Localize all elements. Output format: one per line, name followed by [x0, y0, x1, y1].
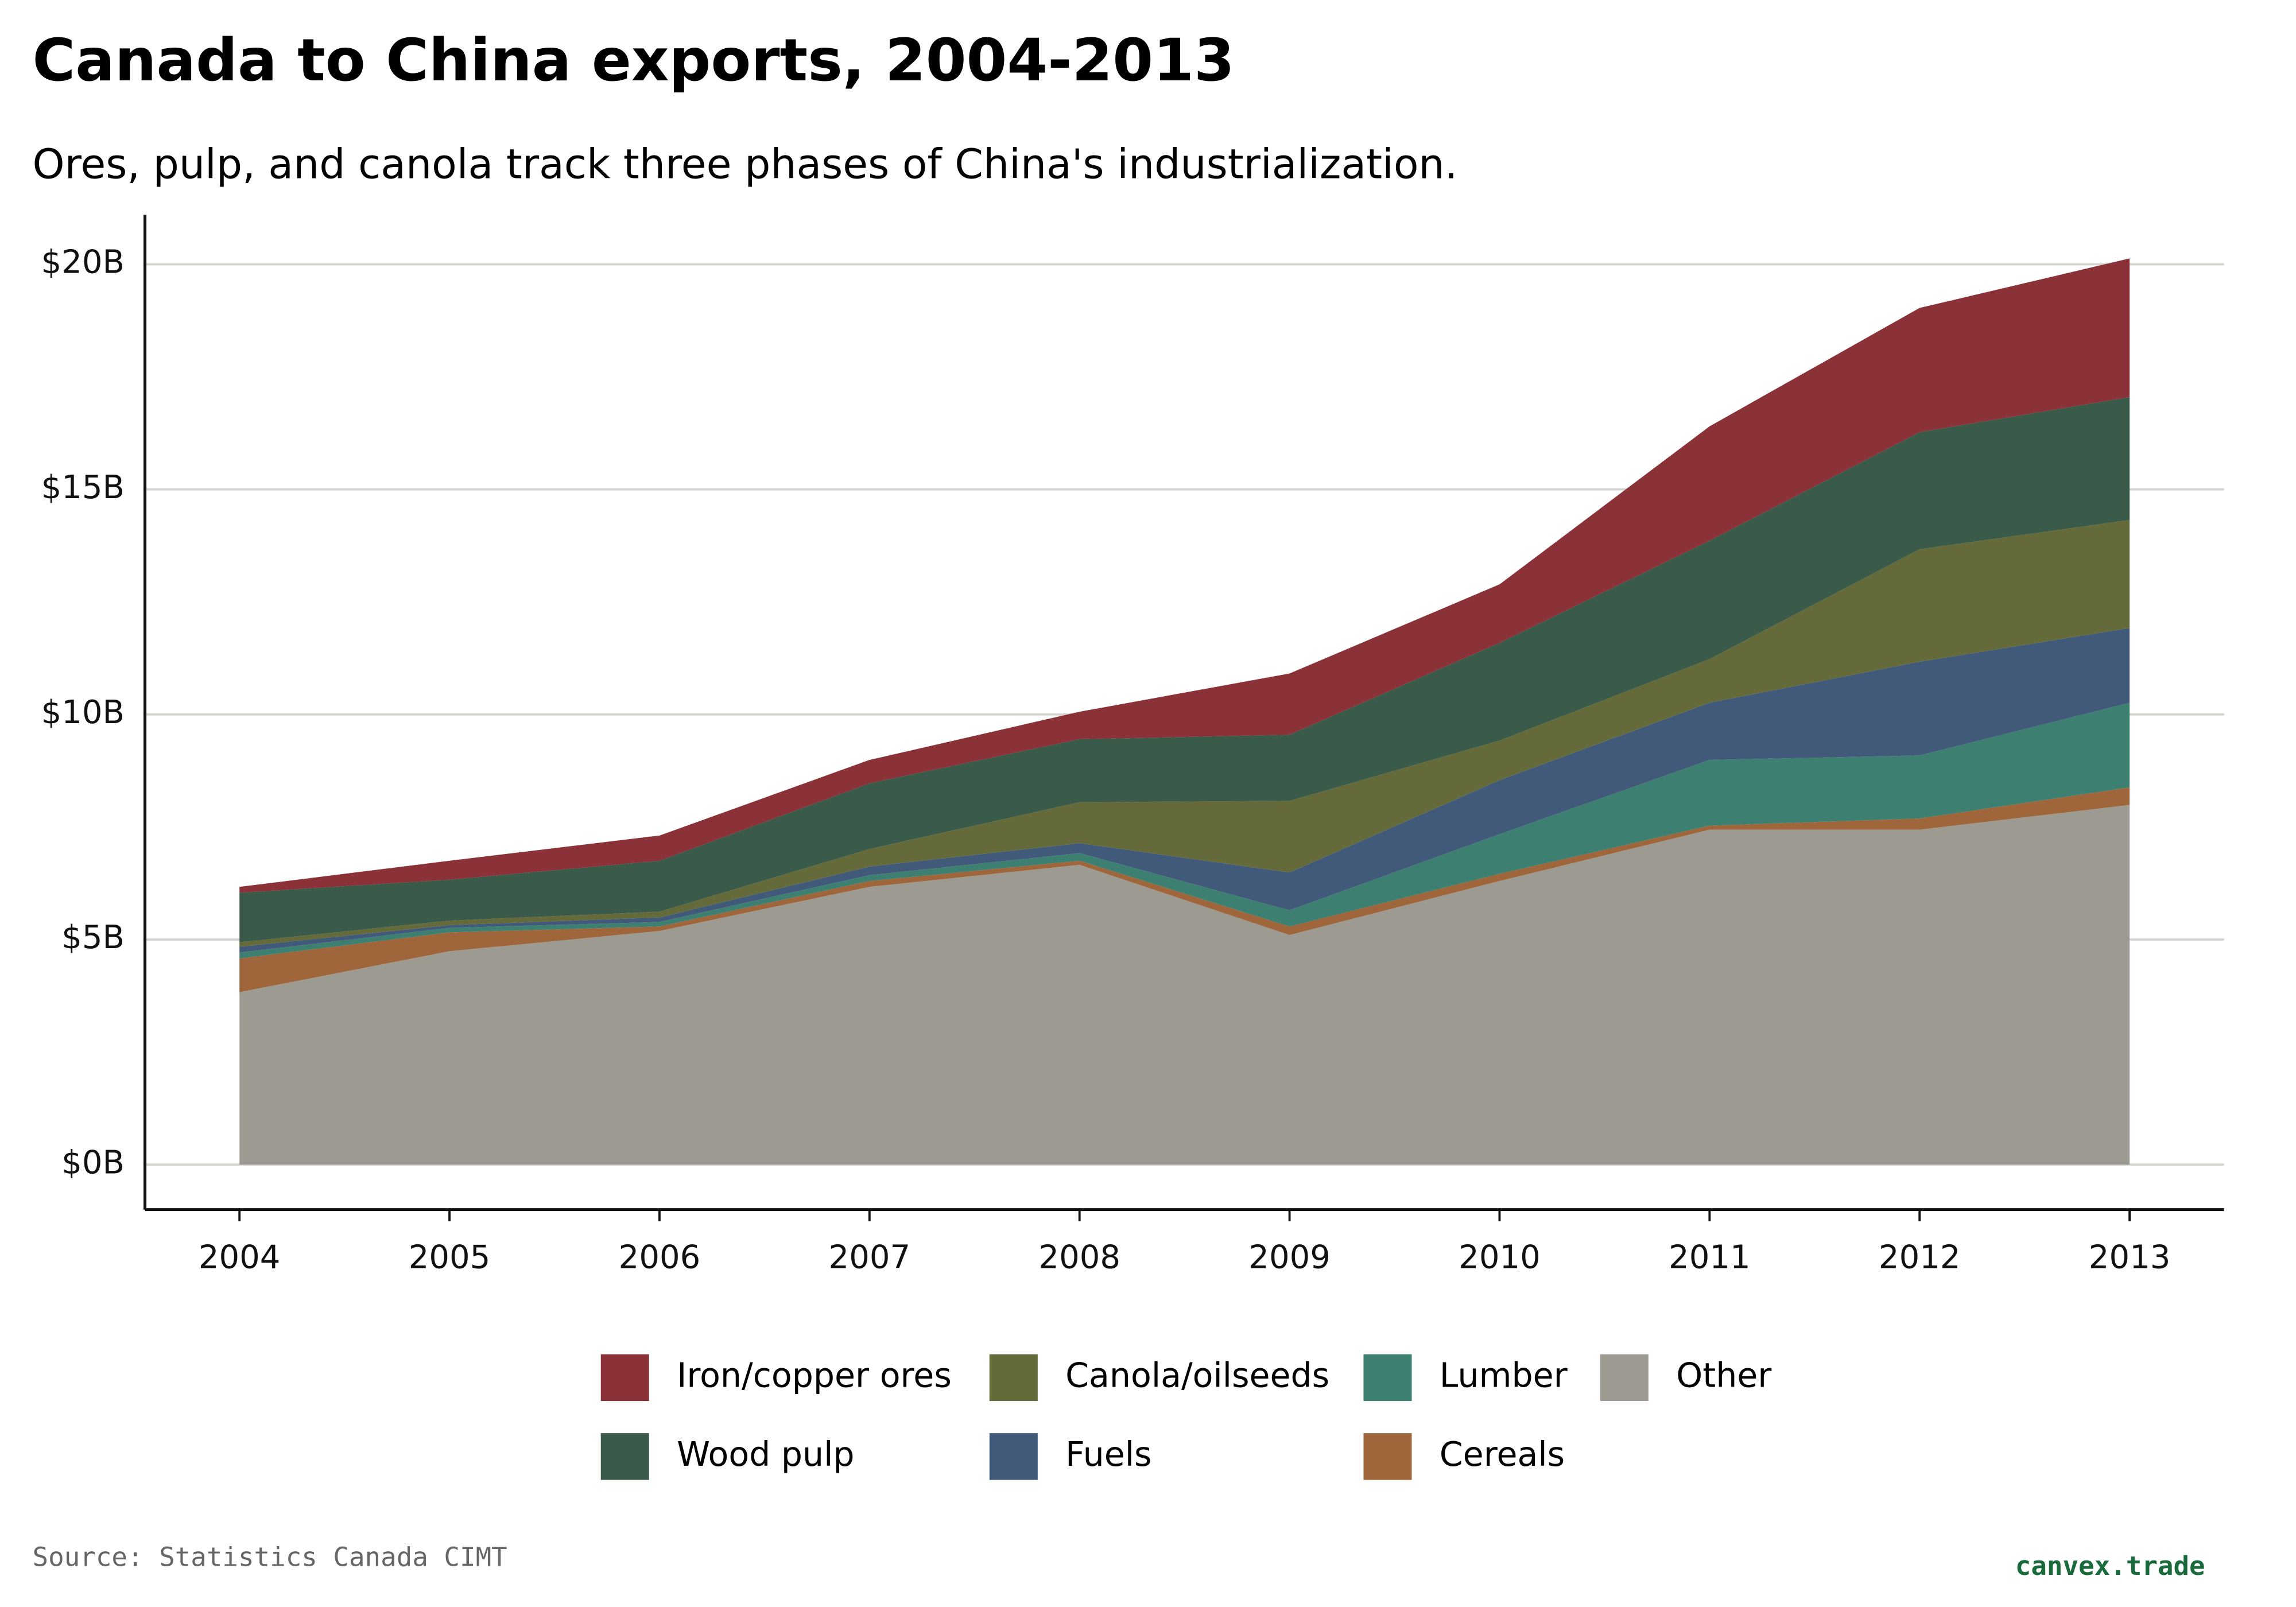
x-tick-label: 2013	[2089, 1239, 2171, 1276]
legend-swatch	[600, 1433, 649, 1480]
area	[239, 787, 2130, 992]
legend-label: Canola/oilseeds	[1065, 1356, 1329, 1395]
legend-label: Wood pulp	[677, 1435, 855, 1474]
legend-swatch	[1363, 1354, 1412, 1402]
legend-swatch	[1600, 1354, 1649, 1402]
brand: canvex.trade	[2015, 1550, 2205, 1581]
chart-title: Canada to China exports, 2004-2013	[33, 26, 1235, 95]
legend-label: Lumber	[1440, 1356, 1568, 1395]
y-tick-label: $10B	[41, 694, 125, 731]
legend-label: Other	[1676, 1356, 1772, 1395]
x-tick-label: 2009	[1248, 1239, 1331, 1276]
legend-swatch	[600, 1354, 649, 1402]
x-tick-label: 2012	[1879, 1239, 1961, 1276]
area	[239, 258, 2130, 893]
y-tick-label: $0B	[61, 1144, 125, 1181]
source-note: Source: Statistics Canada CIMT	[33, 1542, 507, 1573]
area	[239, 519, 2130, 947]
x-tick-label: 2011	[1669, 1239, 1751, 1276]
legend-label: Fuels	[1065, 1435, 1151, 1474]
chart-subtitle: Ores, pulp, and canola track three phase…	[33, 141, 1458, 188]
area	[239, 702, 2130, 958]
legend-swatch	[989, 1354, 1038, 1402]
legend-label: Iron/copper ores	[677, 1356, 952, 1395]
legend-label: Cereals	[1440, 1435, 1565, 1474]
y-tick-label: $5B	[61, 919, 125, 956]
area	[239, 628, 2130, 953]
x-tick-label: 2008	[1038, 1239, 1120, 1276]
x-tick-label: 2007	[829, 1239, 911, 1276]
y-tick-label: $20B	[41, 244, 125, 281]
area	[239, 805, 2130, 1165]
x-tick-label: 2006	[619, 1239, 701, 1276]
x-tick-label: 2010	[1459, 1239, 1541, 1276]
legend-swatch	[989, 1433, 1038, 1480]
legend-swatch	[1363, 1433, 1412, 1480]
y-tick-label: $15B	[41, 469, 125, 506]
x-tick-label: 2005	[409, 1239, 491, 1276]
x-tick-label: 2004	[199, 1239, 281, 1276]
area	[239, 397, 2130, 942]
